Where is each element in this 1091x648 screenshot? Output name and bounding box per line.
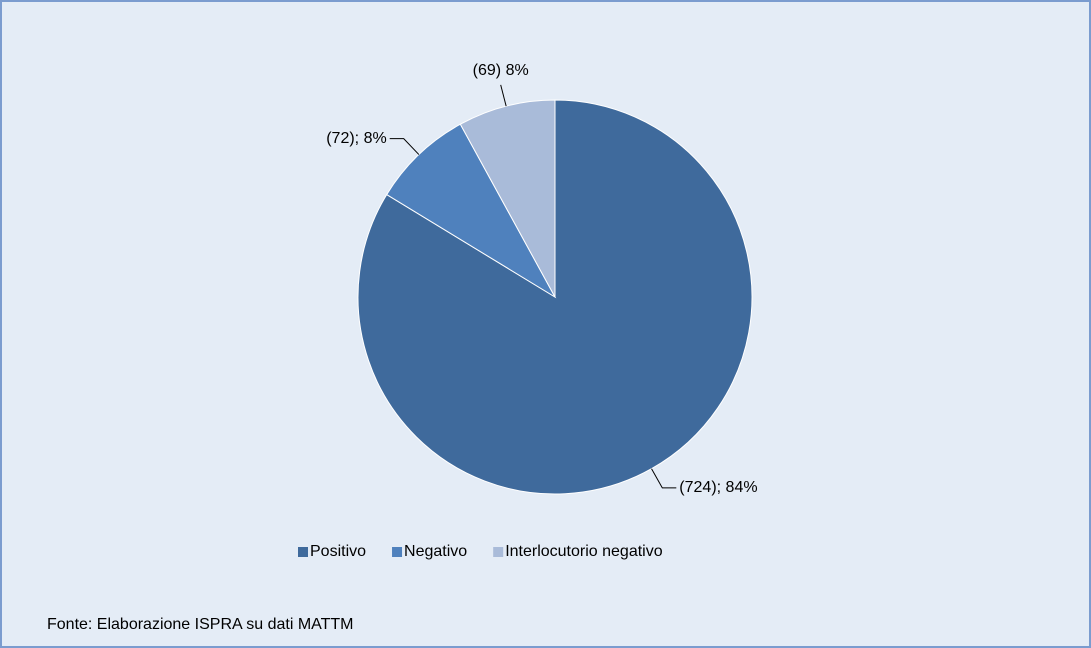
data-label: (724); 84%: [679, 479, 757, 496]
legend-label: Interlocutorio negativo: [505, 543, 663, 560]
legend-swatch: [298, 547, 308, 557]
legend-label: Negativo: [404, 543, 467, 560]
legend-label: Positivo: [310, 543, 366, 560]
leader-line: [651, 468, 677, 489]
legend-swatch: [392, 547, 403, 557]
leader-line: [389, 138, 420, 155]
source-note: Fonte: Elaborazione ISPRA su dati MATTM: [47, 616, 354, 633]
data-label: (72); 8%: [326, 130, 386, 147]
legend-swatch: [493, 547, 504, 557]
data-label: (69) 8%: [473, 62, 529, 79]
leader-line: [500, 84, 507, 107]
pie-slice: [459, 99, 556, 298]
pie-slice: [386, 123, 557, 299]
